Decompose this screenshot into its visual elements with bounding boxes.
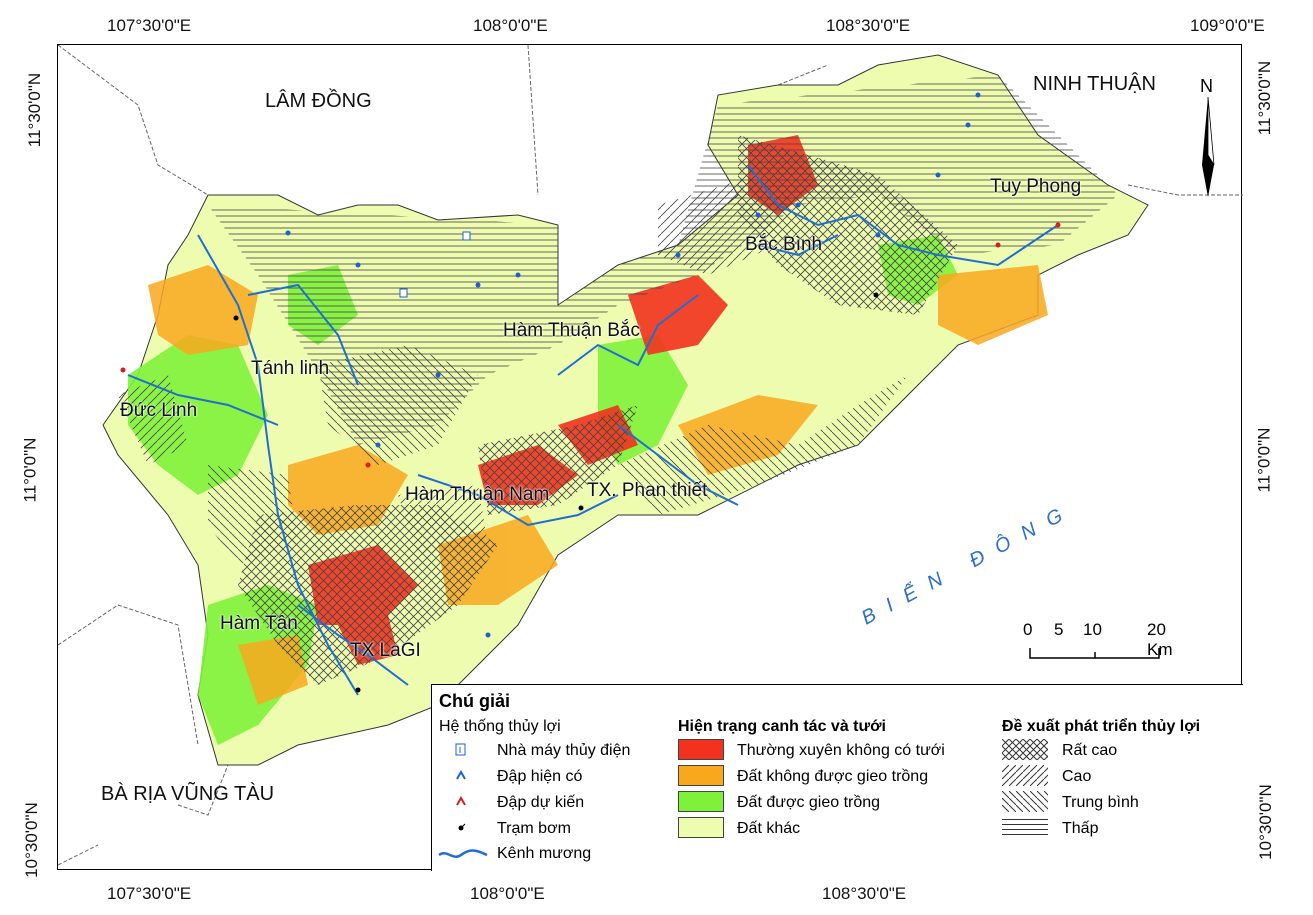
scale-bar-line bbox=[1029, 648, 1160, 659]
label-tuy-phong: Tuy Phong bbox=[990, 176, 1082, 197]
coord-right-3: 10°30'0"N bbox=[1255, 784, 1275, 860]
north-label: N bbox=[1200, 76, 1213, 96]
label-phan-thiet: TX. Phan thiết bbox=[587, 480, 708, 501]
legend-item-hydro: Nhà máy thủy điện bbox=[497, 742, 631, 759]
pump-station-icon bbox=[458, 823, 466, 831]
coord-right-1: 11°30'0"N bbox=[1255, 60, 1275, 136]
hatch-very-high bbox=[238, 135, 958, 685]
legend-landuse-heading: Hiện trạng canh tác và tưới bbox=[678, 718, 886, 735]
swatch-uncultivated bbox=[678, 765, 724, 786]
swatch-non-irrigated bbox=[678, 739, 724, 760]
map-frame bbox=[57, 44, 1243, 870]
label-bac-binh: Bắc Bình bbox=[745, 234, 823, 255]
map-canvas bbox=[58, 45, 1243, 866]
label-ham-thuan-bac: Hàm Thuận Bắc bbox=[503, 320, 640, 341]
legend-item-pump: Trạm bơm bbox=[497, 820, 571, 837]
hatch-low bbox=[208, 75, 1118, 445]
legend-title: Chú giải bbox=[439, 691, 510, 711]
legend-item-canal: Kênh mương bbox=[497, 845, 592, 862]
hatch-high bbox=[118, 175, 778, 555]
label-ninh-thuan: NINH THUẬN bbox=[1033, 73, 1156, 95]
label-ham-tan: Hàm Tân bbox=[220, 613, 298, 634]
canal-network bbox=[127, 164, 1059, 696]
hydro-plants bbox=[399, 231, 471, 298]
legend-item-very-high: Rất cao bbox=[1062, 742, 1118, 759]
legend-proposal-heading: Đề xuất phát triển thủy lợi bbox=[1002, 718, 1201, 735]
label-lam-dong: LÂM ĐỒNG bbox=[265, 90, 372, 112]
legend-item-high: Cao bbox=[1062, 768, 1092, 785]
legend-irrigation-heading: Hệ thống thủy lợi bbox=[439, 718, 561, 735]
swatch-other-land bbox=[678, 817, 724, 838]
hatch-high-icon bbox=[1002, 765, 1048, 786]
hatch-medium-icon bbox=[1002, 791, 1048, 812]
existing-dams bbox=[285, 92, 981, 638]
coord-bottom-3: 108°30'0"E bbox=[822, 884, 907, 903]
scale-tick-5: 5 bbox=[1054, 620, 1064, 639]
coord-top-3: 108°30'0"E bbox=[826, 16, 911, 35]
legend-item-cultivated: Đất được gieo trồng bbox=[737, 794, 881, 811]
hydro-plant-icon bbox=[455, 743, 466, 756]
coord-bottom-2: 108°0'0"E bbox=[470, 884, 545, 903]
label-ham-thuan-nam: Hàm Thuận Nam bbox=[405, 484, 550, 505]
label-duc-linh: Đức Linh bbox=[120, 400, 198, 421]
coord-left-2: 11°0'0"N bbox=[20, 437, 40, 503]
label-ba-ria: BÀ RỊA VŨNG TÀU bbox=[101, 783, 275, 805]
label-lagi: TX LaGI bbox=[350, 640, 421, 661]
legend-item-non-irrigated: Thường xuyên không có tưới bbox=[737, 742, 945, 759]
hatch-very-high-icon bbox=[1002, 739, 1048, 760]
planned-dam-icon bbox=[456, 795, 466, 806]
legend-item-medium: Trung bình bbox=[1062, 794, 1139, 811]
legend-item-planned-dam: Đập dự kiến bbox=[497, 794, 585, 811]
hatch-low-icon bbox=[1002, 817, 1048, 838]
swatch-cultivated bbox=[678, 791, 724, 812]
scale-tick-10: 10 bbox=[1083, 620, 1102, 639]
legend-item-uncultivated: Đất không được gieo trồng bbox=[737, 768, 929, 785]
coord-bottom-1: 107°30'0"E bbox=[107, 884, 192, 903]
legend-item-other-land: Đất khác bbox=[737, 820, 801, 837]
legend: Chú giải Hệ thống thủy lợi Nhà máy thủy … bbox=[431, 684, 1243, 871]
canal-icon bbox=[438, 849, 488, 858]
coord-top-4: 109°0'0"E bbox=[1190, 16, 1265, 35]
coord-left-1: 11°30'0"N bbox=[25, 72, 45, 148]
scale-bar: 0 5 10 20 Km bbox=[1021, 620, 1181, 665]
coord-left-3: 10°30'0"N bbox=[21, 802, 41, 878]
label-tanh-linh: Tánh linh bbox=[251, 358, 330, 379]
existing-dam-icon bbox=[456, 769, 466, 780]
pump-stations bbox=[233, 292, 879, 693]
coord-top-1: 107°30'0"E bbox=[107, 16, 192, 35]
hatch-medium bbox=[208, 345, 908, 565]
scale-tick-0: 0 bbox=[1023, 620, 1033, 639]
neighbour-boundary bbox=[58, 45, 1243, 866]
coord-right-2: 11°0'0"N bbox=[1254, 427, 1274, 493]
planned-dams bbox=[120, 222, 1061, 468]
legend-item-existing-dam: Đập hiện có bbox=[497, 768, 583, 785]
legend-item-low: Thấp bbox=[1062, 820, 1099, 837]
coord-top-2: 108°0'0"E bbox=[473, 16, 548, 35]
north-arrow-symbol bbox=[1202, 96, 1215, 197]
